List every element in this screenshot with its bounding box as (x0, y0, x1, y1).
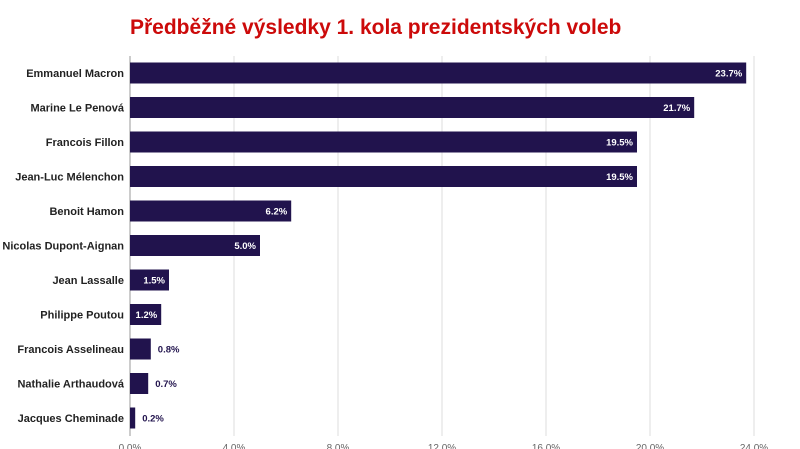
data-label: 6.2% (266, 207, 288, 218)
category-label: Jacques Cheminade (18, 413, 124, 425)
category-label: Benoit Hamon (49, 206, 124, 218)
bar (130, 97, 695, 118)
category-label: Emmanuel Macron (26, 68, 124, 80)
bar (130, 235, 260, 256)
category-label: Francois Fillon (46, 137, 125, 149)
bar (130, 407, 136, 429)
bar (130, 62, 747, 84)
bar (130, 166, 637, 187)
bar (130, 304, 162, 325)
category-label: Jean Lassalle (52, 275, 124, 287)
x-tick-label: 16.0% (532, 443, 560, 449)
data-label: 19.5% (606, 172, 633, 183)
data-label: 21.7% (663, 103, 690, 114)
bar (130, 131, 637, 153)
x-tick-label: 12.0% (428, 443, 456, 449)
data-label: 0.7% (155, 379, 177, 390)
x-tick-label: 4.0% (223, 443, 246, 449)
data-label: 23.7% (715, 69, 742, 80)
chart-title: Předběžné výsledky 1. kola prezidentskýc… (130, 16, 622, 39)
x-tick-label: 24.0% (740, 443, 768, 449)
data-label: 5.0% (234, 241, 256, 252)
category-label: Philippe Poutou (40, 310, 124, 322)
category-label: Jean-Luc Mélenchon (15, 172, 124, 184)
bar (130, 338, 151, 360)
data-label: 1.2% (136, 310, 158, 321)
x-tick-label: 8.0% (327, 443, 350, 449)
x-tick-label: 0.0% (119, 443, 142, 449)
data-label: 0.2% (142, 414, 164, 425)
data-label: 19.5% (606, 138, 633, 149)
category-label: Marine Le Penová (30, 103, 124, 115)
category-label: Nicolas Dupont-Aignan (2, 241, 124, 253)
category-label: Nathalie Arthaudová (17, 379, 124, 391)
category-label: Francois Asselineau (17, 344, 124, 356)
data-label: 0.8% (158, 345, 180, 356)
bar (130, 200, 292, 222)
bar (130, 373, 149, 394)
bar (130, 269, 169, 291)
data-label: 1.5% (143, 276, 165, 287)
x-tick-label: 20.0% (636, 443, 664, 449)
